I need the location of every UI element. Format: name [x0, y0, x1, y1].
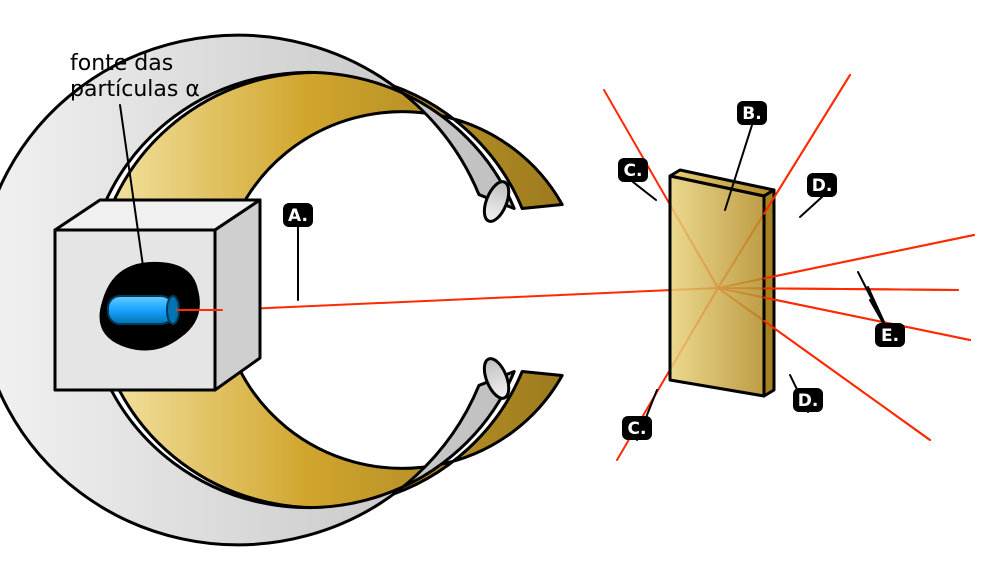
beam-scattered-emerge-3	[764, 288, 958, 290]
source-label-line-0: fonte das	[70, 51, 173, 76]
badge-text-C_bot: C.	[628, 419, 647, 439]
beam-scattered-emerge-4	[764, 297, 970, 340]
beam-scattered-emerge-1	[764, 75, 850, 214]
gold-foil	[670, 170, 774, 396]
beam-incident	[222, 288, 718, 310]
leader-D_top	[800, 197, 822, 217]
beam-scattered-emerge-5	[764, 321, 930, 440]
source-label-line-1: partículas α	[70, 77, 200, 102]
foil-front	[670, 176, 764, 396]
leader-C_top	[633, 182, 656, 200]
beam-scattered-emerge-2	[764, 235, 974, 278]
badge-text-A: A.	[288, 206, 308, 226]
source-tube	[108, 296, 173, 324]
badge-text-D_bot: D.	[798, 391, 819, 411]
badge-text-C_top: C.	[624, 161, 643, 181]
alpha-source	[55, 200, 260, 390]
badge-text-E: E.	[881, 326, 899, 346]
badge-text-D_top: D.	[812, 176, 833, 196]
cube-side	[215, 200, 260, 390]
badge-text-B: B.	[742, 104, 761, 124]
